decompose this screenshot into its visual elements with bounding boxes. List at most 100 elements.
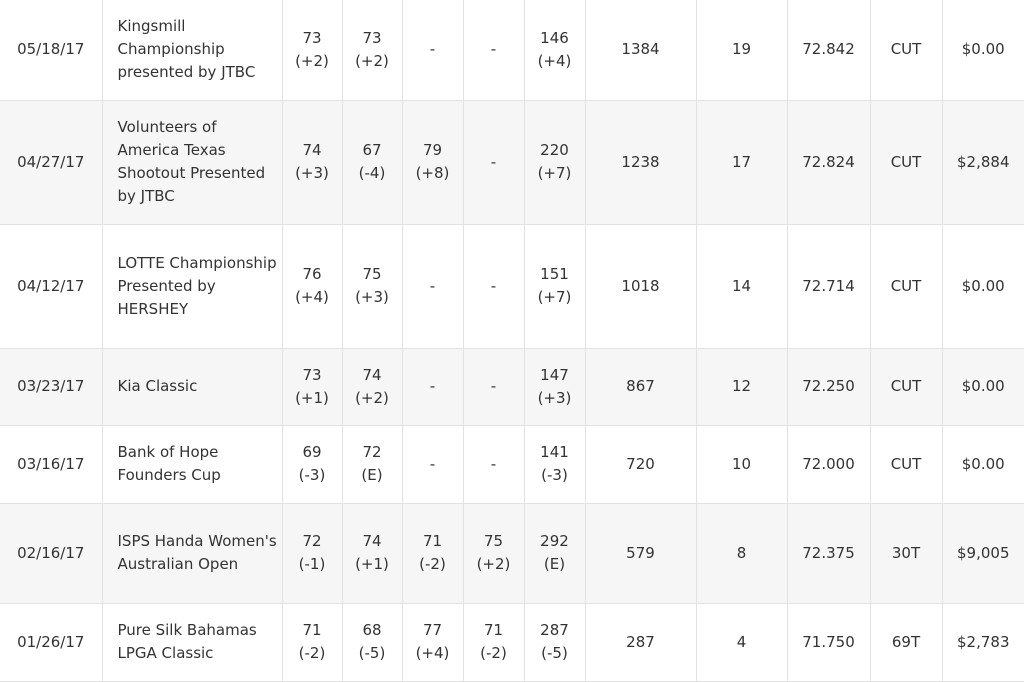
round-3-to-par: (+4) [415,644,450,662]
round-1-score: 71 [302,621,322,639]
round-1-cell: 72 (-1) [281,503,342,604]
round-1-to-par: (+1) [295,388,329,407]
tournament-link[interactable]: Kingsmill Championship presented by JTBC [101,0,282,101]
tournament-link[interactable]: ISPS Handa Women's Australian Open [101,503,282,604]
scoring-average-cell: 72.250 [786,348,870,426]
round-1-cell: 74 (+3) [281,100,342,225]
round-2-to-par: (+3) [355,288,389,306]
round-3-score: 71 [422,532,443,550]
round-3-score: - [429,377,436,395]
tournament-link[interactable]: LOTTE Championship Presented by HERSHEY [101,224,282,349]
round-2-score: 73 [362,28,382,47]
total-to-par: (+7) [537,164,572,182]
total-to-par: (-5) [541,644,568,662]
date-cell: 03/16/17 [0,425,102,504]
tournament-link[interactable]: Kia Classic [101,348,282,426]
round-2-to-par: (-4) [358,164,386,182]
round-4-to-par: (-2) [480,644,507,662]
round-1-to-par: (+3) [295,164,329,182]
round-3-score: 77 [422,621,443,639]
money-cell: $2,783 [941,603,1024,682]
scoring-average-cell: 72.714 [786,224,870,349]
total-score: 287 [540,621,569,639]
cumulative-strokes-cell: 1238 [584,100,696,225]
total-score: 147 [540,365,569,384]
cumulative-strokes-cell: 867 [584,348,696,426]
scoring-average-cell: 72.000 [786,425,870,504]
total-cell: 292 (E) [523,503,585,604]
round-2-score: 75 [362,265,382,283]
table-row: 03/23/17 Kia Classic 73 (+1) 74 (+2) - - 1… [0,348,1024,426]
round-1-to-par: (+2) [295,51,329,70]
round-2-score: 72 [362,443,382,461]
round-2-to-par: (E) [361,466,383,484]
date-cell: 01/26/17 [0,603,102,682]
round-2-score: 74 [362,532,382,550]
cumulative-strokes-cell: 579 [584,503,696,604]
round-1-cell: 69 (-3) [281,425,342,504]
total-to-par: (-3) [541,466,568,484]
date-cell: 02/16/17 [0,503,102,604]
round-3-cell: 79 (+8) [401,100,463,225]
round-1-score: 69 [302,443,322,461]
total-cell: 287 (-5) [523,603,585,682]
round-2-cell: 75 (+3) [341,224,402,349]
cumulative-rounds-cell: 12 [695,348,787,426]
date-cell: 04/27/17 [0,100,102,225]
cumulative-rounds-cell: 17 [695,100,787,225]
round-1-to-par: (-1) [298,555,326,573]
tournament-link[interactable]: Pure Silk Bahamas LPGA Classic [101,603,282,682]
round-3-cell: - [401,224,463,349]
scoring-average-cell: 72.842 [786,0,870,101]
total-cell: 141 (-3) [523,425,585,504]
total-to-par: (+7) [537,288,572,306]
total-score: 141 [540,443,569,461]
total-score: 220 [540,141,569,159]
money-cell: $2,884 [941,100,1024,225]
round-1-score: 73 [302,365,322,384]
round-1-score: 73 [302,28,322,47]
round-2-cell: 74 (+2) [341,348,402,426]
round-3-score: - [429,276,436,295]
round-1-score: 72 [302,532,322,550]
date-cell: 05/18/17 [0,0,102,101]
round-4-score: - [490,40,497,59]
tournament-link[interactable]: Volunteers of America Texas Shootout Pre… [101,100,282,225]
round-3-cell: - [401,425,463,504]
finish-cell: CUT [869,224,942,349]
total-to-par: (E) [543,555,566,573]
finish-cell: 69T [869,603,942,682]
round-2-cell: 68 (-5) [341,603,402,682]
total-score: 146 [540,28,569,47]
table-row: 05/18/17 Kingsmill Championship presente… [0,0,1024,101]
round-4-cell: - [462,0,524,101]
tournament-link[interactable]: Bank of Hope Founders Cup [101,425,282,504]
total-to-par: (+4) [537,51,572,70]
round-1-score: 74 [302,141,322,159]
cumulative-rounds-cell: 19 [695,0,787,101]
round-1-to-par: (-2) [298,644,326,662]
round-4-cell: - [462,425,524,504]
total-cell: 151 (+7) [523,224,585,349]
scoring-average-cell: 71.750 [786,603,870,682]
round-2-cell: 74 (+1) [341,503,402,604]
round-4-score: - [490,152,497,171]
scoring-average-cell: 72.824 [786,100,870,225]
table-row: 03/16/17 Bank of Hope Founders Cup 69 (-3… [0,425,1024,504]
round-1-to-par: (-3) [298,466,326,484]
round-1-cell: 76 (+4) [281,224,342,349]
round-4-score: - [490,454,497,473]
money-cell: $9,005 [941,503,1024,604]
cumulative-rounds-cell: 10 [695,425,787,504]
cumulative-rounds-cell: 14 [695,224,787,349]
finish-cell: 30T [869,503,942,604]
cumulative-rounds-cell: 4 [695,603,787,682]
total-score: 292 [540,532,569,550]
round-2-cell: 73 (+2) [341,0,402,101]
round-2-score: 68 [362,621,382,639]
round-1-to-par: (+4) [295,288,329,306]
table-row: 02/16/17 ISPS Handa Women's Australian O… [0,503,1024,604]
round-1-cell: 73 (+2) [281,0,342,101]
round-2-to-par: (+1) [355,555,389,573]
total-cell: 147 (+3) [523,348,585,426]
